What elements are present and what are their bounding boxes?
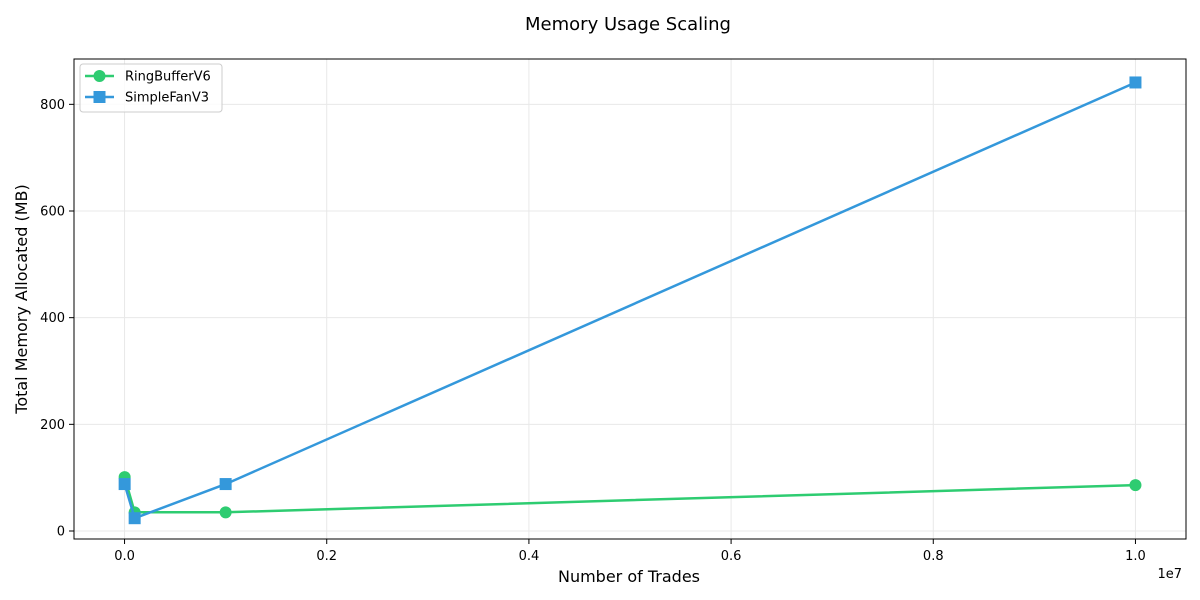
plot-frame	[73, 58, 1187, 540]
legend-marker-simplefanv3	[93, 91, 106, 103]
series-layer	[118, 76, 1142, 525]
data-point-ringbufferv6	[219, 506, 232, 519]
x-tick-label: 0.2	[316, 549, 337, 564]
data-point-ringbufferv6	[1129, 479, 1142, 492]
data-point-simplefanv3	[118, 478, 131, 491]
data-point-simplefanv3	[128, 512, 141, 525]
grid	[74, 59, 1186, 539]
x-axis: 0.0 0.2 0.4 0.6 0.8 1.0	[114, 539, 1146, 564]
x-tick-label: 0.4	[519, 549, 540, 564]
chart-title: Memory Usage Scaling	[525, 14, 731, 35]
y-tick-label: 600	[40, 205, 65, 220]
legend: RingBufferV6 SimpleFanV3	[79, 63, 223, 113]
y-axis: 0 200 400 600 800	[40, 98, 74, 540]
series-simplefanv3	[118, 76, 1142, 525]
legend-marker-ringbufferv6	[93, 70, 106, 82]
x-axis-label: Number of Trades	[558, 567, 700, 586]
y-axis-label: Total Memory Allocated (MB)	[12, 184, 31, 414]
data-point-simplefanv3	[1129, 76, 1142, 89]
y-tick-label: 800	[40, 98, 65, 113]
series-line-ringbufferv6	[123, 476, 1136, 514]
x-tick-label: 0.8	[923, 549, 944, 564]
series-line-simplefanv3	[123, 81, 1137, 520]
x-tick-label: 0.6	[721, 549, 742, 564]
x-tick-label: 1.0	[1125, 549, 1146, 564]
x-tick-label: 0.0	[114, 549, 135, 564]
legend-label: RingBufferV6	[125, 70, 211, 85]
data-point-simplefanv3	[219, 478, 232, 491]
x-offset-label: 1e7	[1157, 567, 1182, 582]
legend-label: SimpleFanV3	[125, 91, 209, 106]
y-tick-label: 400	[40, 311, 65, 326]
legend-box	[79, 63, 223, 113]
y-tick-label: 0	[57, 525, 65, 540]
y-tick-label: 200	[40, 418, 65, 433]
